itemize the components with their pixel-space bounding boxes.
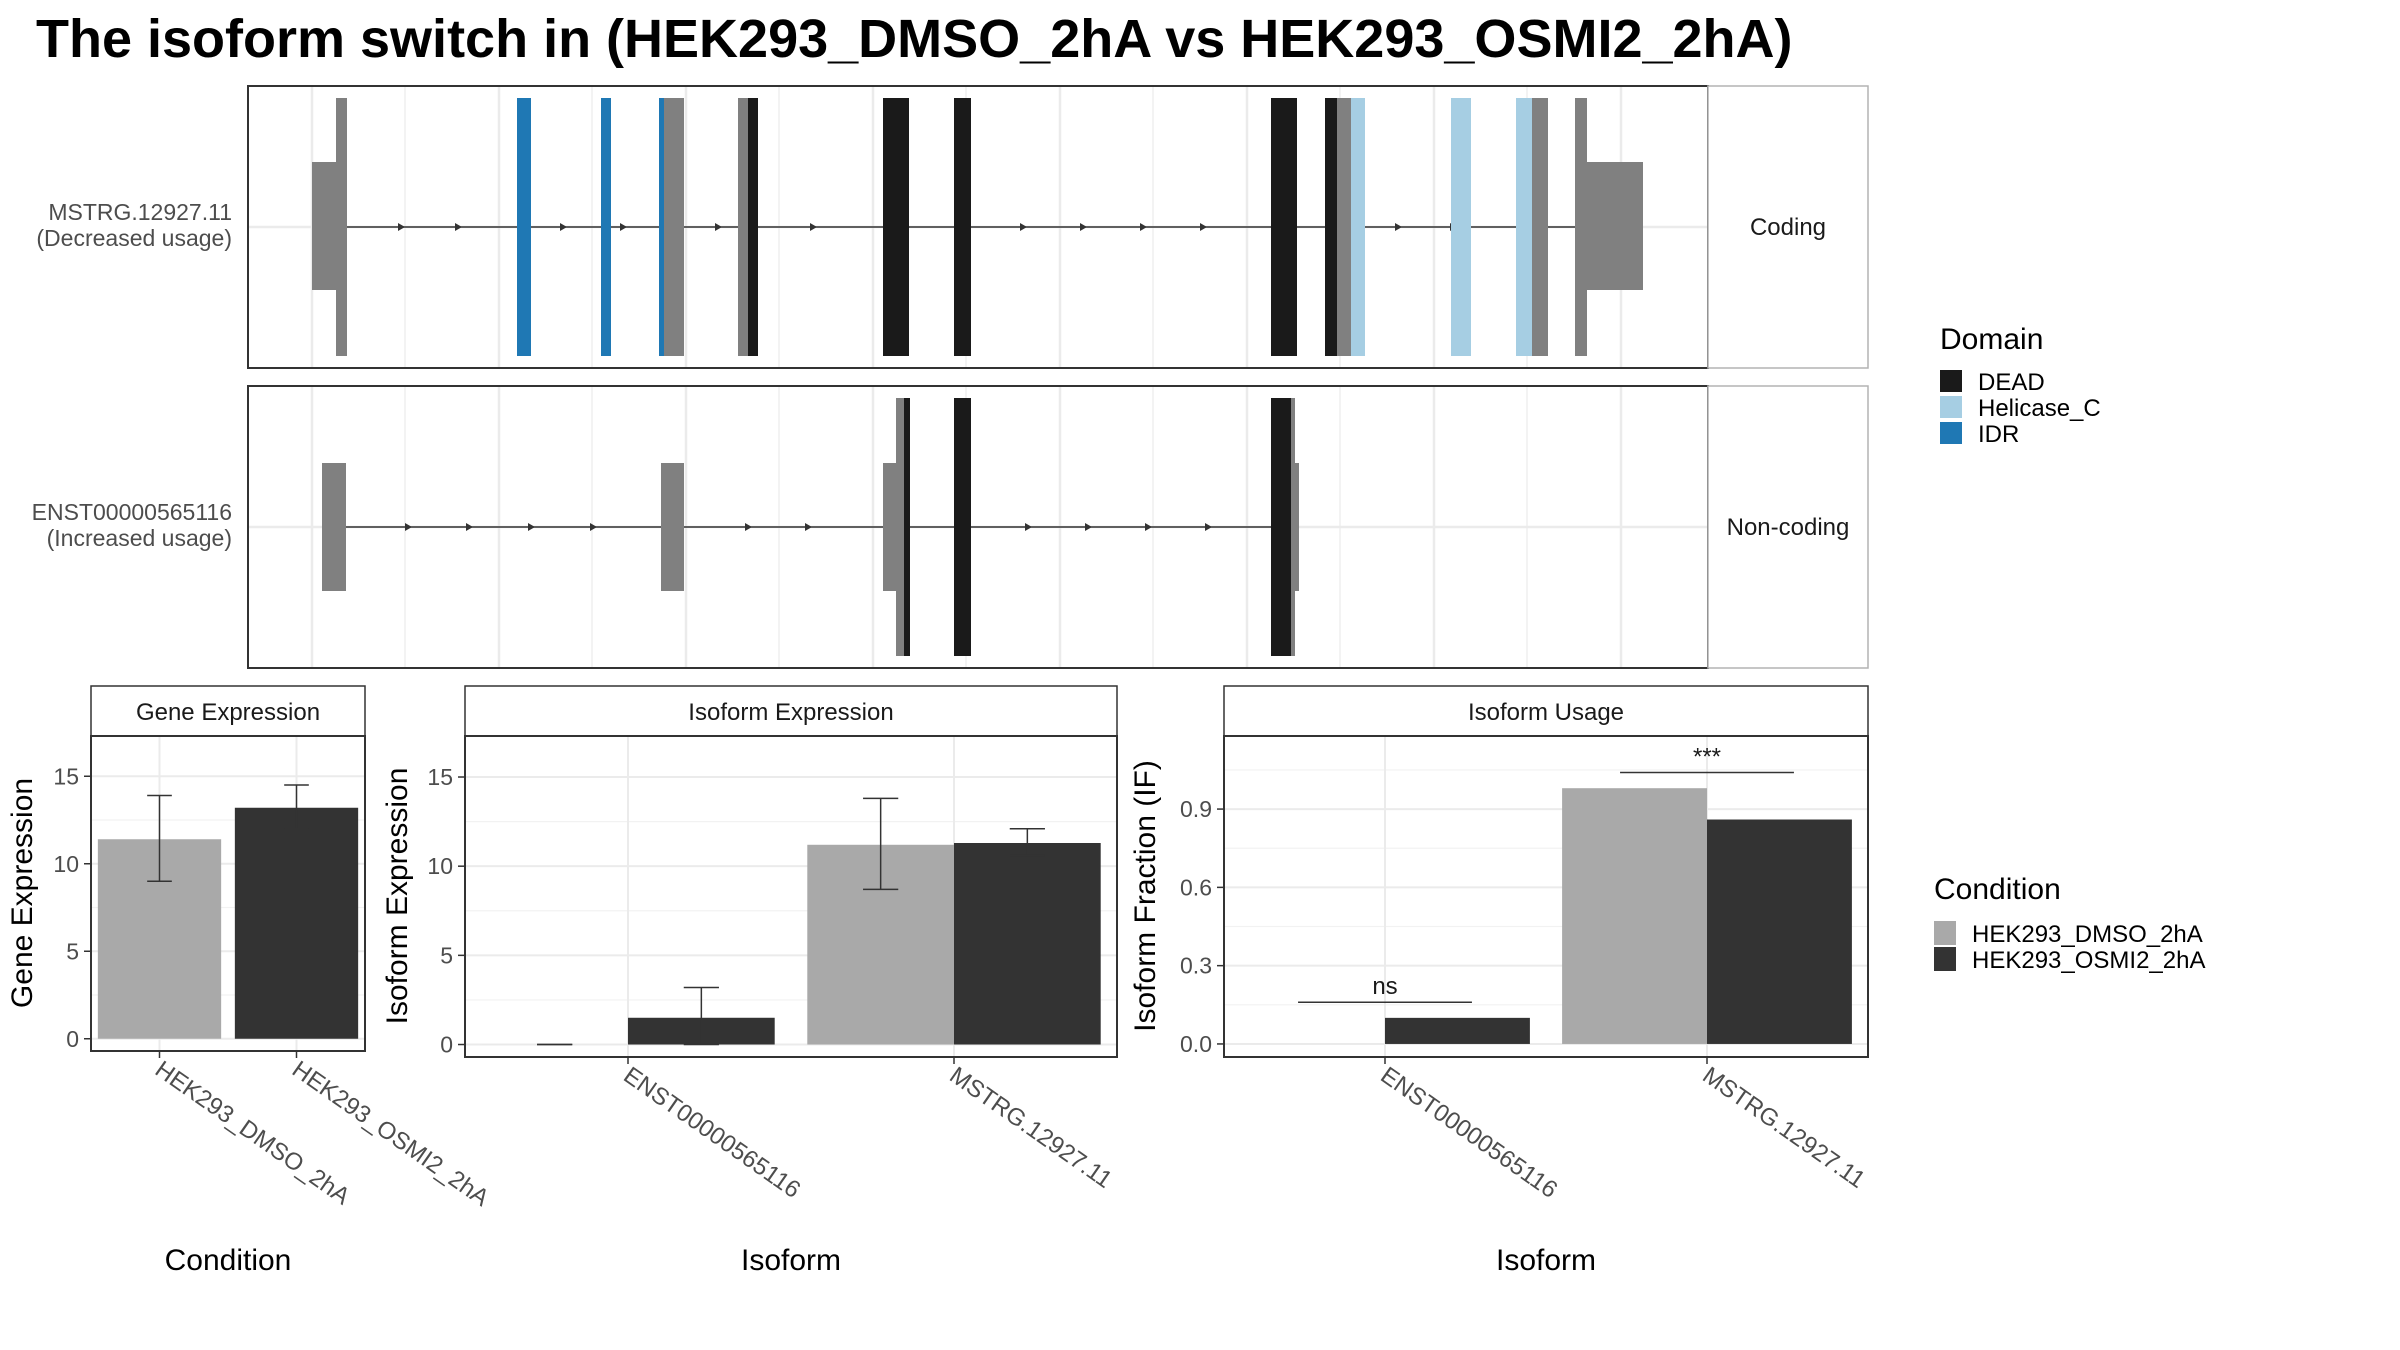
gene-expression-strip: Gene Expression <box>136 699 320 726</box>
y-tick-label: 15 <box>427 764 453 790</box>
x-tick-label: MSTRG.12927.11 <box>1698 1062 1870 1194</box>
y-tick-label: 0.3 <box>1180 953 1212 979</box>
isoform-expression-ylabel: Isoform Expression <box>381 768 414 1025</box>
x-tick-label: ENST00000565116 <box>619 1062 806 1204</box>
legend-swatch-osmi2 <box>1934 947 1956 971</box>
gene-expression-xlabel: Condition <box>165 1244 292 1277</box>
y-tick-label: 5 <box>66 938 79 964</box>
bar <box>234 807 359 1039</box>
legend-swatch-idr <box>1940 422 1962 444</box>
isoform-expression-panel: Isoform Expression 0 5 10 15 ENST00000565116… <box>381 685 1118 1277</box>
legend-swatch-dead <box>1940 370 1962 392</box>
significance-label: ns <box>1372 973 1397 1000</box>
exons-noncoding <box>322 398 1299 656</box>
isoform-usage-ylabel: Isoform Fraction (IF) <box>1129 760 1162 1032</box>
y-tick-label: 15 <box>53 763 79 789</box>
isoform-expression-strip: Isoform Expression <box>688 699 893 726</box>
gene-expression-panel: Gene Expression 051015HEK293_DMSO_2hAHEK… <box>6 685 494 1277</box>
bar <box>1385 1017 1530 1044</box>
main-title: The isoform switch in (HEK293_DMSO_2hA v… <box>36 9 1793 69</box>
isoform-usage-xlabel: Isoform <box>1496 1244 1596 1277</box>
isoform-expression-xlabel: Isoform <box>741 1244 841 1277</box>
y-tick-label: 0 <box>66 1026 79 1052</box>
legend-label-dmso: HEK293_DMSO_2hA <box>1972 921 2203 948</box>
x-tick-label: ENST00000565116 <box>1376 1062 1563 1204</box>
transcript-usage-2: (Increased usage) <box>47 525 232 551</box>
y-tick-label: 10 <box>427 853 453 879</box>
transcript-name-1: MSTRG.12927.11 <box>48 199 232 225</box>
domain-legend-title: Domain <box>1940 323 2043 356</box>
legend-label-idr: IDR <box>1978 421 2019 448</box>
gene-expression-ylabel: Gene Expression <box>6 778 39 1008</box>
bar <box>1707 819 1852 1044</box>
legend-label-dead: DEAD <box>1978 369 2045 396</box>
isoform-usage-panel: Isoform Usage ns *** 0.0 0.3 0.6 0.9 ENST0000… <box>1129 685 1870 1277</box>
y-tick-label: 0.9 <box>1180 796 1212 822</box>
y-tick-label: 0.6 <box>1180 874 1212 900</box>
transcript-usage-1: (Decreased usage) <box>36 225 232 251</box>
bar <box>1562 788 1707 1044</box>
bar <box>954 843 1101 1045</box>
exons-coding <box>312 98 1643 356</box>
transcript-name-2: ENST00000565116 <box>32 499 232 525</box>
condition-legend: Condition HEK293_DMSO_2hA HEK293_OSMI2_2… <box>1934 873 2205 974</box>
y-tick-label: 0.0 <box>1180 1031 1212 1057</box>
legend-swatch-dmso <box>1934 921 1956 945</box>
transcript-panel-coding: Coding MSTRG.12927.11 (Decreased usage) <box>36 85 1869 369</box>
category-label-noncoding: Non-coding <box>1727 514 1850 541</box>
legend-label-helicase: Helicase_C <box>1978 395 2101 422</box>
category-label-coding: Coding <box>1750 214 1826 241</box>
transcript-panel-noncoding: Non-coding ENST00000565116 (Increased us… <box>32 385 1869 669</box>
x-tick-label: MSTRG.12927.11 <box>945 1062 1117 1194</box>
legend-label-osmi2: HEK293_OSMI2_2hA <box>1972 947 2205 974</box>
y-tick-label: 10 <box>53 851 79 877</box>
y-tick-label: 5 <box>440 942 453 968</box>
condition-legend-title: Condition <box>1934 873 2061 906</box>
y-tick-label: 0 <box>440 1032 453 1058</box>
isoform-usage-strip: Isoform Usage <box>1468 699 1624 726</box>
domain-legend: Domain DEAD Helicase_C IDR <box>1940 323 2101 448</box>
significance-label: *** <box>1693 744 1721 771</box>
legend-swatch-helicase <box>1940 396 1962 418</box>
